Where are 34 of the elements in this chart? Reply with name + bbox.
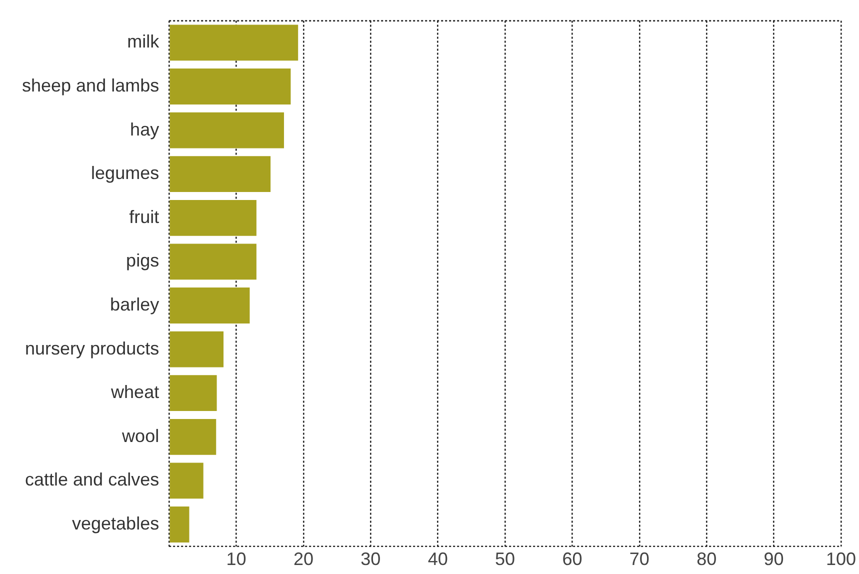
bar	[170, 112, 284, 148]
x-tick-label: 20	[293, 549, 314, 570]
bar	[170, 331, 224, 368]
y-tick-label: wool	[121, 426, 160, 446]
y-tick-label: sheep and lambs	[22, 75, 160, 96]
y-tick-label: wheat	[110, 382, 160, 402]
bar	[170, 200, 256, 236]
y-tick-label: vegetables	[72, 513, 160, 534]
y-tick-label: milk	[127, 32, 160, 52]
bar	[170, 418, 216, 455]
x-tick-label: 70	[629, 549, 650, 570]
x-tick-label: 10	[226, 549, 246, 570]
bar	[170, 156, 271, 192]
y-tick-label: pigs	[126, 250, 160, 271]
x-tick-label: 90	[764, 549, 784, 570]
y-tick-label: legumes	[91, 163, 160, 184]
y-tick-label: hay	[130, 119, 160, 140]
y-tick-label: fruit	[129, 206, 160, 227]
x-tick-label: 50	[495, 549, 516, 570]
x-tick-label: 100	[826, 549, 856, 570]
bar	[170, 24, 298, 61]
x-tick-label: 30	[360, 549, 381, 570]
bar	[170, 462, 204, 499]
bar	[170, 375, 217, 412]
y-tick-label: cattle and calves	[25, 470, 160, 490]
bar	[170, 506, 190, 542]
x-tick-label: 80	[696, 549, 717, 570]
bar	[170, 288, 250, 324]
x-tick-label: 60	[562, 549, 582, 570]
bar	[170, 68, 291, 104]
bar	[170, 244, 256, 280]
y-tick-label: barley	[110, 294, 160, 314]
x-tick-label: 40	[428, 549, 448, 570]
y-tick-label: nursery products	[25, 338, 160, 358]
